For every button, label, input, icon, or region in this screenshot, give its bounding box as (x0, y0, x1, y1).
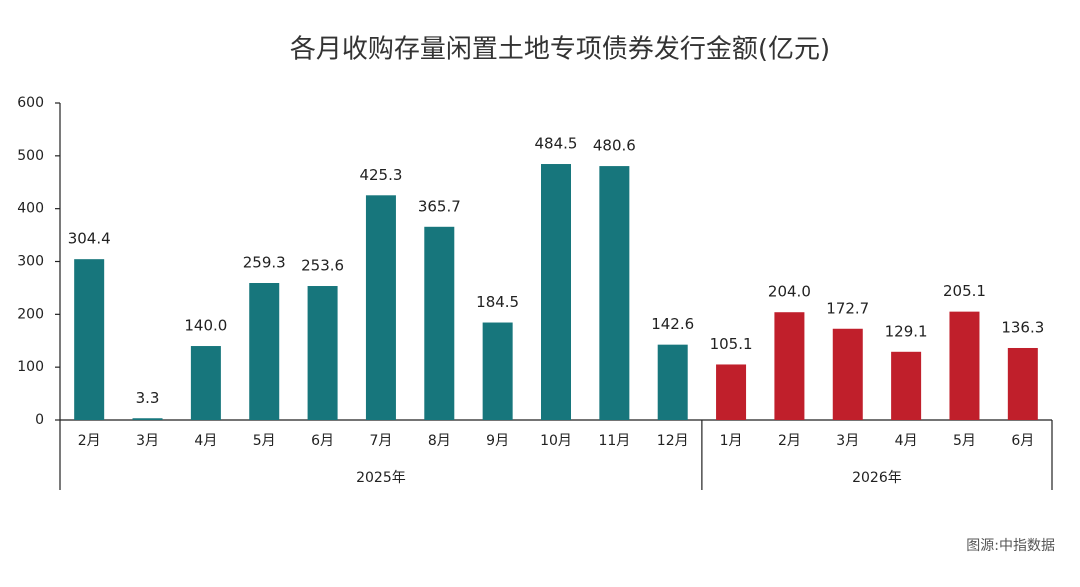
chart-title: 各月收购存量闲置土地专项债券发行金额(亿元) (290, 35, 830, 65)
source-note: 图源:中指数据 (966, 538, 1055, 554)
value-label: 129.1 (885, 322, 928, 340)
bar (249, 283, 280, 420)
value-label: 253.6 (301, 257, 344, 275)
value-label: 184.5 (476, 293, 519, 311)
bar (891, 351, 922, 420)
y-tick-label: 200 (17, 306, 44, 322)
bar (74, 259, 105, 420)
bar (307, 286, 338, 420)
bar (190, 346, 221, 420)
x-tick-label: 5月 (953, 433, 976, 449)
bar (716, 364, 747, 420)
x-tick-label: 9月 (486, 433, 509, 449)
x-tick-label: 5月 (253, 433, 276, 449)
x-tick-label: 6月 (311, 433, 334, 449)
x-tick-label: 4月 (194, 433, 217, 449)
x-tick-label: 2月 (78, 433, 101, 449)
bar (424, 226, 455, 420)
y-tick-label: 500 (17, 148, 44, 164)
x-tick-label: 8月 (428, 433, 451, 449)
y-tick-label: 0 (35, 412, 44, 428)
bar (1007, 347, 1038, 420)
x-tick-label: 3月 (136, 433, 159, 449)
value-label: 3.3 (136, 389, 160, 407)
y-tick-label: 100 (17, 359, 44, 375)
value-label: 259.3 (243, 254, 286, 272)
value-label: 304.4 (68, 230, 111, 248)
bar (365, 195, 396, 420)
value-label: 140.0 (184, 317, 227, 335)
value-label: 425.3 (359, 166, 402, 184)
bar (482, 322, 513, 420)
y-tick-label: 600 (17, 95, 44, 111)
group-label: 2025年 (356, 470, 406, 486)
value-label: 480.6 (593, 137, 636, 155)
value-label: 142.6 (651, 315, 694, 333)
value-label: 204.0 (768, 283, 811, 301)
x-tick-label: 3月 (836, 433, 859, 449)
bar (657, 344, 688, 420)
x-tick-label: 4月 (895, 433, 918, 449)
value-label: 105.1 (710, 335, 753, 353)
x-tick-label: 11月 (598, 433, 630, 449)
y-tick-label: 300 (17, 254, 44, 270)
group-label: 2026年 (852, 470, 902, 486)
bar (949, 311, 980, 420)
bar (774, 312, 805, 420)
bar (541, 164, 571, 420)
value-label: 484.5 (535, 135, 578, 153)
value-label: 205.1 (943, 282, 986, 300)
bar (599, 166, 630, 420)
value-label: 136.3 (1001, 318, 1044, 336)
bar (832, 328, 863, 420)
x-tick-label: 12月 (657, 433, 689, 449)
x-tick-label: 10月 (540, 433, 572, 449)
value-label: 365.7 (418, 197, 461, 215)
x-tick-label: 7月 (369, 433, 392, 449)
x-tick-label: 6月 (1011, 433, 1034, 449)
x-tick-label: 1月 (720, 433, 743, 449)
x-tick-label: 2月 (778, 433, 801, 449)
y-tick-label: 400 (17, 201, 44, 217)
bar (132, 418, 163, 420)
value-label: 172.7 (826, 299, 869, 317)
